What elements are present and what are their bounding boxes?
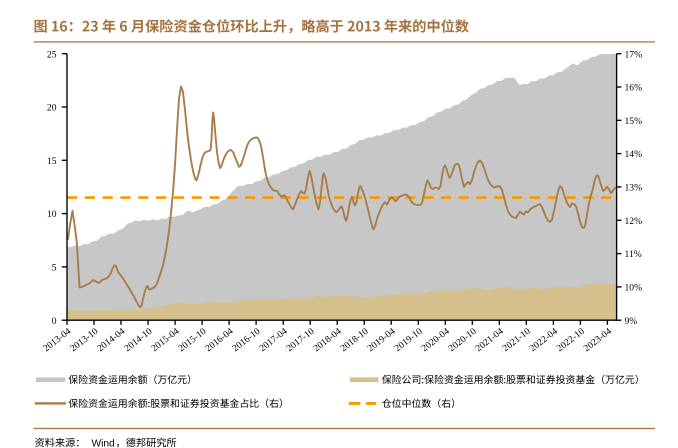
svg-text:20: 20 (47, 103, 57, 114)
svg-text:5: 5 (52, 263, 57, 274)
svg-text:0: 0 (52, 316, 57, 327)
svg-text:16%: 16% (625, 83, 643, 94)
svg-text:17%: 17% (625, 49, 643, 60)
svg-text:11%: 11% (625, 249, 642, 260)
svg-text:10: 10 (47, 209, 57, 220)
svg-text:15%: 15% (625, 116, 643, 127)
svg-text:12%: 12% (625, 216, 643, 227)
svg-text:14%: 14% (625, 149, 643, 160)
svg-text:Wind: Wind (92, 438, 116, 448)
svg-text:13%: 13% (625, 183, 643, 194)
svg-text:10%: 10% (625, 283, 643, 294)
svg-text:15: 15 (47, 156, 57, 167)
svg-text:25: 25 (47, 49, 57, 60)
svg-text:9%: 9% (625, 316, 638, 327)
